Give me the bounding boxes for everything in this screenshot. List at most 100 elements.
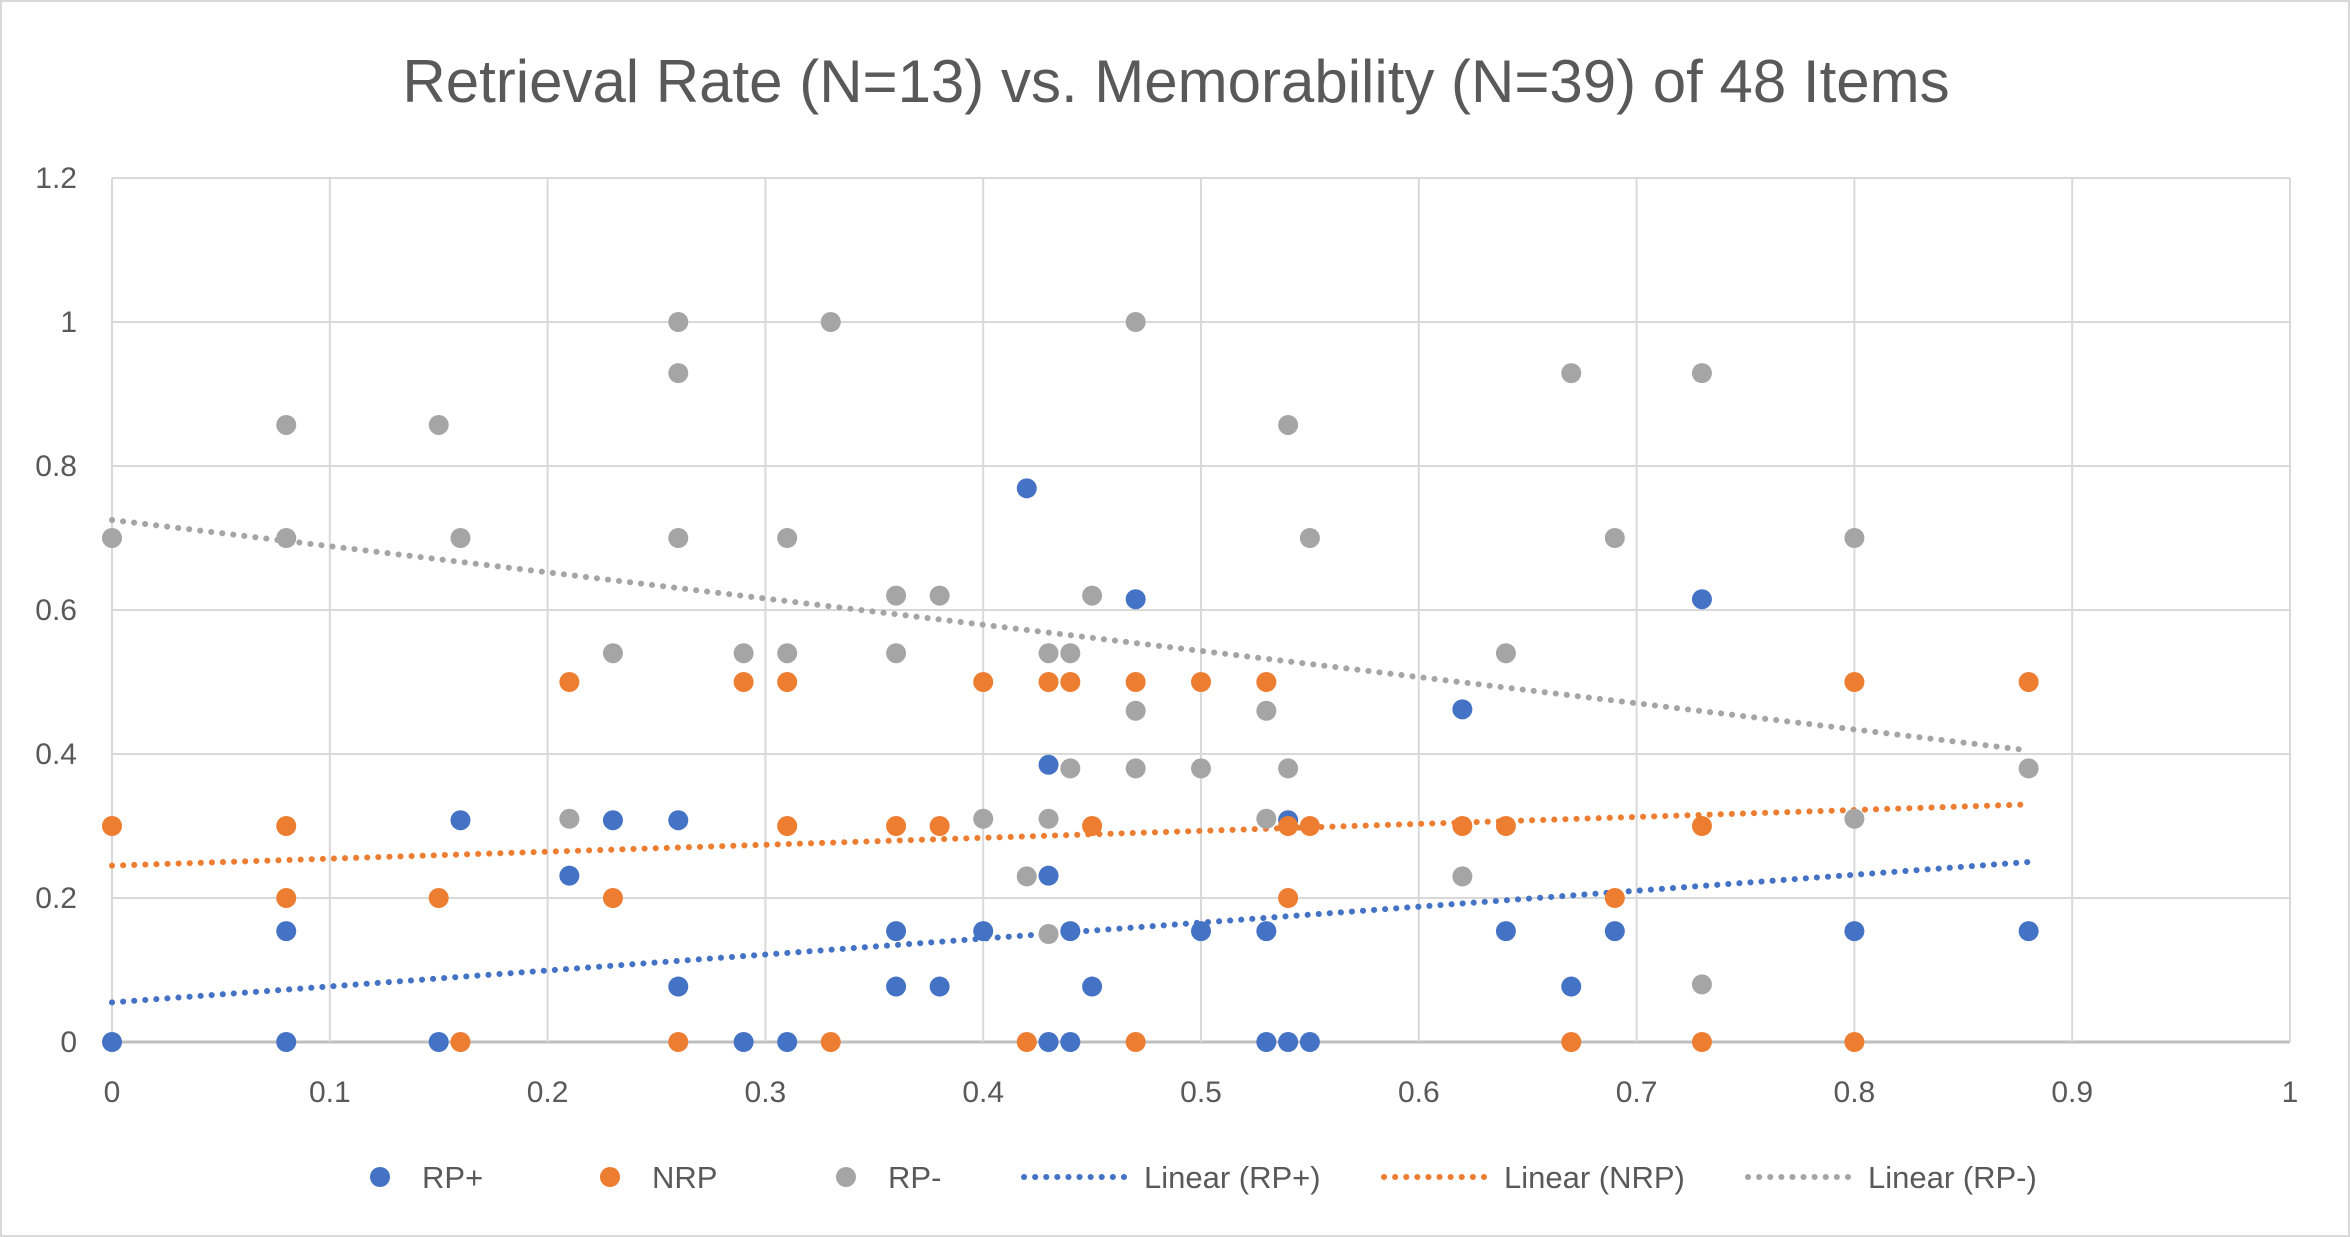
point-NRP	[276, 888, 297, 908]
point-RP+	[2018, 921, 2039, 942]
point-NRP	[1082, 816, 1103, 836]
point-RP+	[733, 1032, 754, 1052]
point-RP-	[1125, 700, 1146, 721]
x-tick-label: 0.4	[962, 1076, 1004, 1109]
legend-label-RP-: RP-	[888, 1160, 941, 1195]
point-RP+	[1604, 921, 1625, 942]
point-RP-	[559, 808, 580, 829]
point-RP+	[1691, 589, 1712, 610]
point-NRP	[2018, 672, 2039, 692]
point-RP+	[929, 976, 950, 997]
point-RP-	[276, 528, 297, 548]
point-NRP	[1038, 672, 1059, 692]
legend-trend-label: Linear (RP+)	[1144, 1160, 1321, 1195]
tick-labels: 0 0.2 0.4 0.6 0.8 1 1.2 0 0.1 0.2 0.3 0.4 0.5 0.6 0.7 0…	[35, 162, 2298, 1109]
point-NRP	[1691, 1032, 1712, 1052]
point-NRP	[668, 1032, 689, 1052]
point-RP-	[1691, 363, 1712, 384]
y-tick-label: 0.2	[35, 882, 77, 915]
y-tick-label: 1.2	[35, 162, 77, 195]
y-tick-label: 1	[60, 306, 77, 339]
legend-marker-RP+	[370, 1167, 390, 1187]
point-NRP	[1191, 672, 1211, 692]
point-NRP	[450, 1032, 471, 1052]
y-tick-label: 0.8	[35, 450, 77, 483]
point-RP+	[777, 1032, 798, 1052]
point-NRP	[1125, 1032, 1146, 1052]
point-RP-	[1495, 643, 1516, 664]
point-RP-	[733, 643, 754, 664]
point-RP+	[886, 976, 907, 997]
point-RP-	[668, 363, 689, 384]
point-RP-	[1256, 808, 1277, 829]
point-NRP	[1278, 816, 1299, 836]
point-NRP	[1299, 816, 1320, 836]
point-RP-	[1452, 866, 1473, 887]
point-RP+	[1082, 976, 1103, 997]
point-NRP	[886, 816, 907, 836]
data-points	[102, 312, 2039, 1052]
point-RP-	[929, 585, 950, 606]
point-RP-	[1191, 758, 1211, 779]
point-RP+	[1278, 1032, 1299, 1052]
x-tick-label: 1	[2282, 1076, 2299, 1109]
point-RP+	[428, 1032, 449, 1052]
point-RP+	[1038, 1032, 1059, 1052]
point-RP-	[102, 528, 122, 548]
point-RP+	[276, 1032, 297, 1052]
point-NRP	[929, 816, 950, 836]
point-NRP	[1604, 888, 1625, 908]
point-RP+	[1495, 921, 1516, 942]
grid-lines	[111, 177, 2291, 1044]
point-RP+	[602, 810, 623, 831]
point-RP+	[1256, 1032, 1277, 1052]
y-tick-label: 0.6	[35, 594, 77, 627]
point-RP+	[668, 810, 689, 831]
point-NRP	[973, 672, 994, 692]
point-RP+	[668, 976, 689, 997]
point-RP+	[1452, 699, 1473, 720]
point-RP+	[450, 810, 471, 831]
legend-trend-label: Linear (RP-)	[1868, 1160, 2037, 1195]
point-NRP	[1844, 672, 1865, 692]
point-NRP	[1278, 888, 1299, 908]
point-RP-	[668, 528, 689, 548]
point-NRP	[559, 672, 580, 692]
point-RP+	[1256, 921, 1277, 942]
point-NRP	[733, 672, 754, 692]
point-RP-	[1016, 866, 1037, 887]
point-RP+	[1060, 921, 1081, 942]
trendlines	[109, 517, 2032, 1006]
point-NRP	[1016, 1032, 1037, 1052]
point-RP-	[1278, 758, 1299, 779]
point-NRP	[820, 1032, 841, 1052]
x-tick-label: 0.7	[1616, 1076, 1658, 1109]
point-RP-	[1060, 758, 1081, 779]
legend-label-NRP: NRP	[652, 1160, 717, 1195]
x-tick-label: 0.5	[1180, 1076, 1222, 1109]
point-RP+	[1125, 589, 1146, 610]
point-RP+	[973, 921, 994, 942]
point-RP-	[777, 643, 798, 664]
point-RP-	[2018, 758, 2039, 779]
point-RP-	[1844, 528, 1865, 548]
point-RP-	[1691, 974, 1712, 995]
point-RP-	[777, 528, 798, 548]
point-NRP	[1060, 672, 1081, 692]
point-NRP	[1495, 816, 1516, 836]
point-RP-	[602, 643, 623, 664]
point-RP+	[276, 921, 297, 942]
point-RP+	[1561, 976, 1582, 997]
x-tick-label: 0.2	[527, 1076, 569, 1109]
point-RP-	[1561, 363, 1582, 384]
point-RP+	[1191, 921, 1211, 942]
point-RP+	[1299, 1032, 1320, 1052]
point-RP-	[1125, 758, 1146, 779]
x-tick-label: 0.3	[745, 1076, 787, 1109]
point-RP-	[668, 312, 689, 332]
point-RP-	[820, 312, 841, 332]
point-RP-	[1038, 924, 1059, 944]
legend-trend-label: Linear (NRP)	[1504, 1160, 1685, 1195]
